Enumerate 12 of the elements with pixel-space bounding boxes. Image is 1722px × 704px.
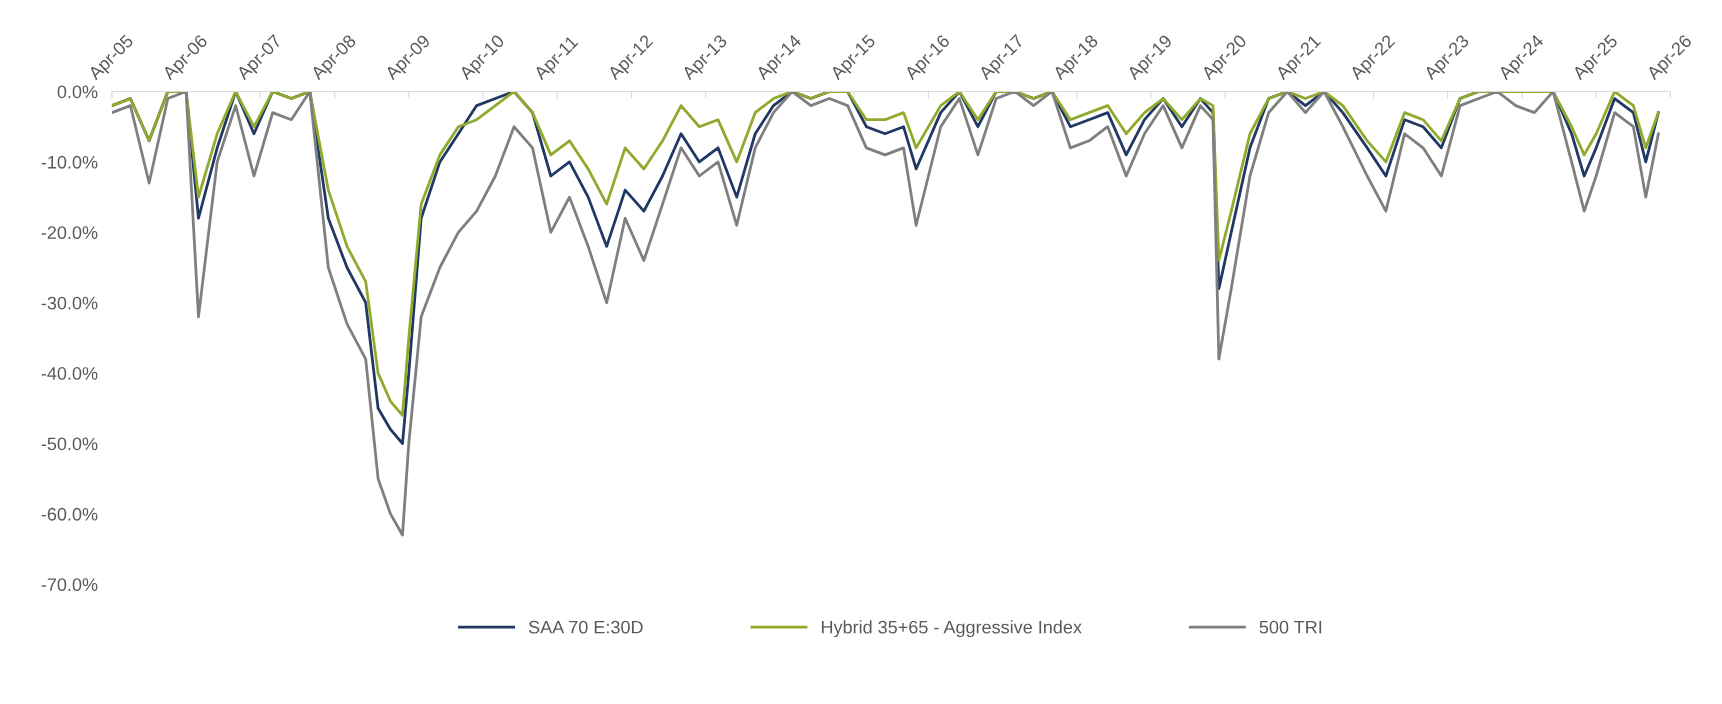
legend-label: 500 TRI [1259,620,1322,634]
y-tick-label: -60.0% [41,507,98,521]
legend-label: SAA 70 E:30D [528,620,643,634]
y-tick-label: -40.0% [41,367,98,380]
y-tick-label: -70.0% [41,578,98,592]
legend-label: Hybrid 35+65 - Aggressive Index [821,620,1082,638]
y-tick-label: -10.0% [41,155,98,169]
y-tick-label: -30.0% [41,296,98,310]
y-tick-label: -50.0% [41,437,98,451]
y-tick-label: -20.0% [41,226,98,240]
line-series [111,91,1660,537]
y-tick-label: 0.0% [57,85,98,99]
